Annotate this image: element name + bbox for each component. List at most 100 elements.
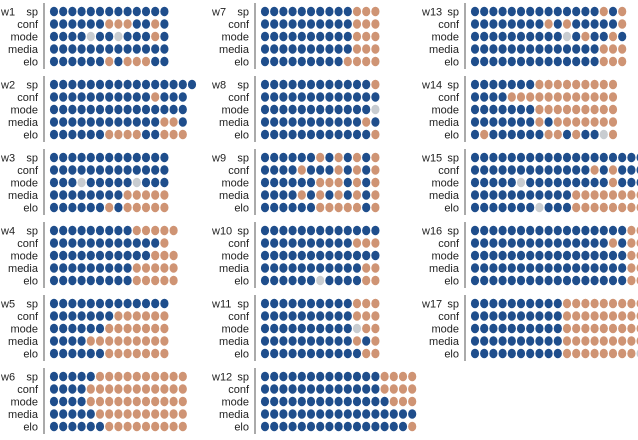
dot-blue [77,263,86,273]
dot-blue [507,336,516,346]
dot-blue [343,44,352,54]
dot-blue [498,152,507,163]
dot-blue [141,6,151,17]
dot-blue [260,152,270,163]
dot-blue [544,263,553,273]
dot-orange [105,348,114,359]
dot-blue [151,117,160,127]
dot-blue [516,225,526,236]
dot-blue [95,311,105,321]
dot-blue [334,225,343,236]
dot-blue [77,79,86,90]
dot-orange [123,323,132,334]
dot-blue [316,117,325,127]
dot-blue [288,421,297,432]
dot-blue [380,421,389,432]
dot-blue [470,311,480,321]
dot-blue [334,104,343,115]
dot-blue [279,56,288,67]
dot-blue [178,79,187,90]
dot-orange [581,348,590,359]
dot-blue [279,336,288,346]
dot-blue [581,56,590,67]
row-label-sp: sp [26,226,38,238]
dot-orange [297,165,306,175]
dot-blue [297,348,306,359]
dot-orange [389,396,398,407]
dot-blue [489,79,498,90]
dot-blue [526,238,535,248]
dot-blue [489,31,498,42]
dot-blue [371,92,380,102]
dot-orange [599,79,608,90]
row-label-media: media [429,44,460,56]
panel-title: w5 [0,299,15,311]
dot-blue [553,348,562,359]
dot-blue [297,421,306,432]
dot-orange [362,117,371,127]
dot-blue [288,117,297,127]
dot-blue [316,371,325,382]
dot-blue [618,31,627,42]
dot-blue [260,263,270,273]
dot-blue [141,165,151,175]
dot-blue [334,371,343,382]
dot-blue [590,129,599,140]
dot-orange [590,117,599,127]
row-label-elo: elo [234,276,249,288]
dot-orange [362,275,371,286]
dot-blue [572,19,581,29]
dot-orange [618,6,627,17]
dot-blue [334,409,343,419]
dot-blue [480,190,489,200]
dot-blue [279,238,288,248]
dot-orange [562,92,572,102]
dot-blue [279,348,288,359]
dot-blue [362,225,371,236]
dot-blue [316,421,325,432]
dot-blue [590,6,599,17]
dot-blue [489,225,498,236]
row-label-elo: elo [444,130,459,142]
dot-blue [59,129,68,140]
dot-blue [59,384,68,394]
dot-blue [544,323,553,334]
dot-blue [260,421,270,432]
dot-blue [95,190,105,200]
panel-title: w10 [211,226,232,238]
dot-blue [498,250,507,261]
dot-blue [498,129,507,140]
dot-orange [95,384,105,394]
dot-blue [68,421,77,432]
panel-title: w15 [421,153,442,165]
dot-blue [132,44,141,54]
dot-blue [352,225,362,236]
dot-blue [316,298,325,309]
dot-blue [297,104,306,115]
dot-blue [132,250,141,261]
dot-orange [590,92,599,102]
dot-orange [114,384,123,394]
dot-blue [169,92,178,102]
dot-blue [516,44,526,54]
dot-blue [288,19,297,29]
row-label-media: media [8,409,39,421]
dot-blue [49,396,59,407]
dot-blue [535,348,544,359]
dot-blue [599,177,608,188]
dot-blue [279,117,288,127]
dot-orange [105,323,114,334]
dot-blue [288,348,297,359]
dot-blue [279,298,288,309]
dot-orange [599,44,608,54]
dot-blue [123,275,132,286]
dot-orange [343,202,352,213]
panel-title: w3 [0,153,15,165]
dot-blue [526,348,535,359]
dot-blue [325,117,334,127]
dot-orange [371,336,380,346]
dot-blue [95,238,105,248]
dot-blue [49,19,59,29]
